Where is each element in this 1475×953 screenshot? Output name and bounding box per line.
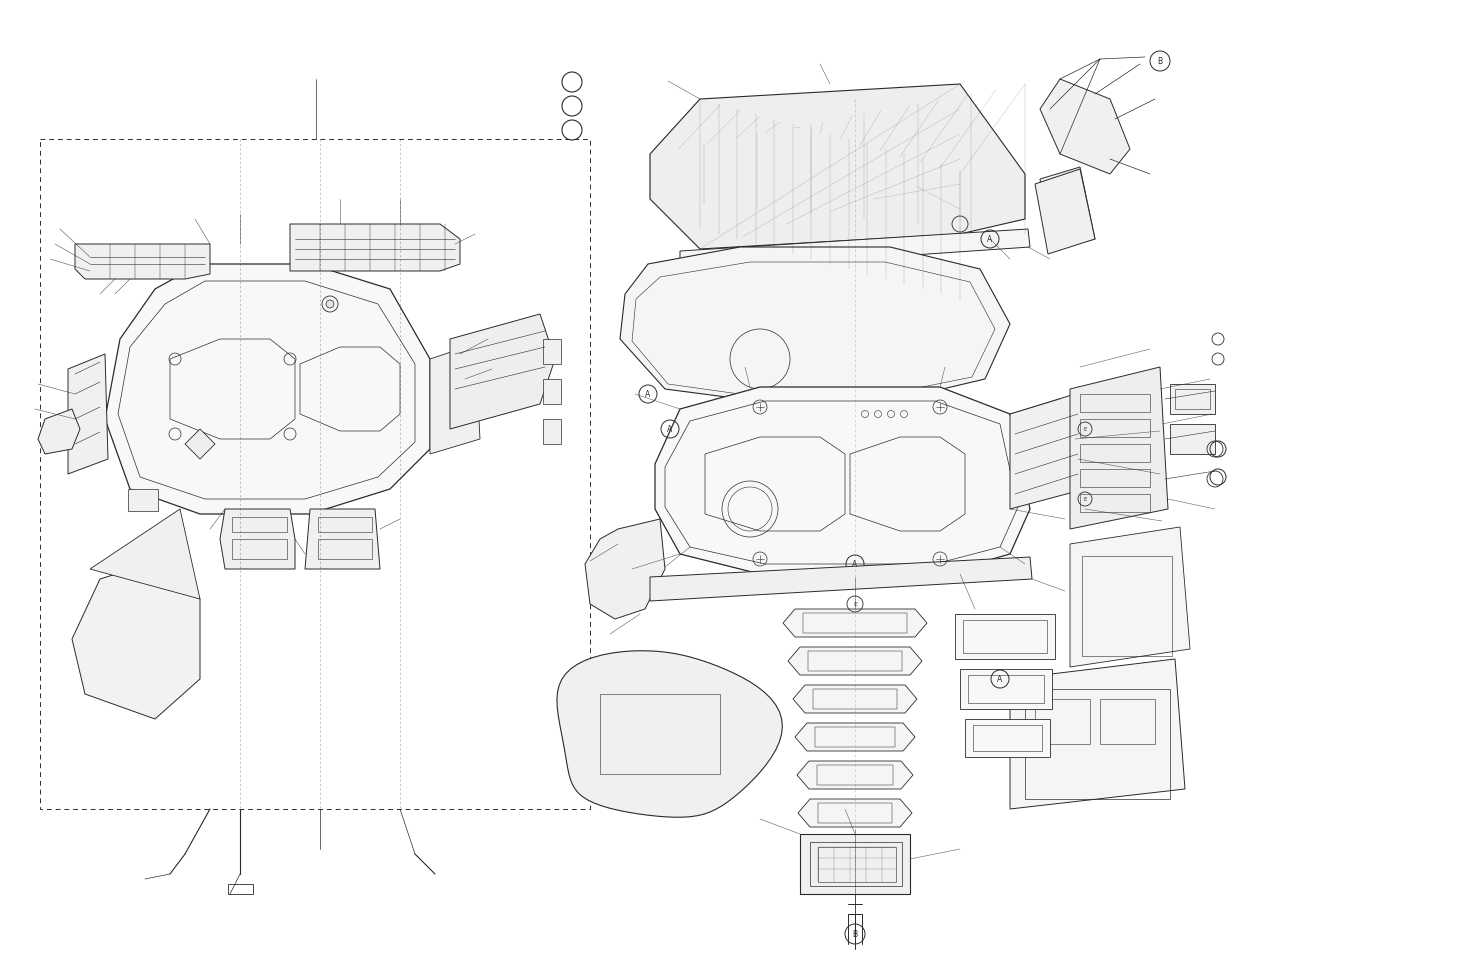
Bar: [232, 539, 288, 559]
Bar: [543, 379, 560, 405]
Polygon shape: [620, 248, 1010, 405]
Text: A: A: [667, 425, 673, 434]
Bar: [128, 490, 158, 512]
Bar: [1083, 557, 1173, 657]
Text: A: A: [987, 235, 993, 244]
Polygon shape: [1010, 395, 1086, 510]
Bar: [974, 725, 1041, 751]
Polygon shape: [1010, 659, 1184, 809]
Text: A: A: [853, 560, 857, 569]
Text: A: A: [646, 390, 650, 399]
Polygon shape: [1040, 80, 1130, 174]
Polygon shape: [75, 245, 209, 280]
Polygon shape: [799, 834, 910, 894]
Bar: [965, 720, 1050, 758]
Bar: [1035, 700, 1090, 744]
Bar: [232, 517, 288, 533]
Bar: [1025, 689, 1170, 800]
Bar: [543, 339, 560, 365]
Bar: [229, 884, 254, 894]
Polygon shape: [796, 761, 913, 789]
Polygon shape: [220, 510, 295, 569]
Polygon shape: [788, 647, 922, 676]
Polygon shape: [655, 388, 1030, 575]
Polygon shape: [680, 230, 1030, 272]
Bar: [808, 651, 903, 671]
Bar: [319, 539, 372, 559]
Bar: [960, 669, 1052, 709]
Polygon shape: [1069, 527, 1190, 667]
Polygon shape: [305, 510, 381, 569]
Polygon shape: [38, 410, 80, 455]
Bar: [1080, 419, 1150, 437]
Bar: [1080, 395, 1150, 413]
Polygon shape: [68, 355, 108, 475]
Bar: [954, 615, 1055, 659]
Bar: [1080, 444, 1150, 462]
Polygon shape: [558, 651, 782, 818]
Polygon shape: [1040, 168, 1094, 252]
Bar: [817, 765, 892, 785]
Polygon shape: [794, 685, 917, 713]
Polygon shape: [105, 265, 431, 515]
Polygon shape: [291, 225, 460, 272]
Bar: [968, 676, 1044, 703]
Bar: [1176, 390, 1210, 410]
Polygon shape: [1035, 170, 1094, 254]
Bar: [1100, 700, 1155, 744]
Polygon shape: [450, 314, 555, 430]
Text: B: B: [1158, 57, 1162, 67]
Bar: [40, 140, 590, 809]
Bar: [810, 842, 903, 886]
Polygon shape: [795, 723, 914, 751]
Bar: [1170, 385, 1215, 415]
Bar: [963, 620, 1047, 654]
Polygon shape: [586, 519, 665, 619]
Polygon shape: [184, 430, 215, 459]
Polygon shape: [90, 510, 201, 599]
Polygon shape: [783, 609, 926, 638]
Bar: [802, 614, 907, 634]
Bar: [1170, 424, 1215, 455]
Text: E: E: [1083, 497, 1087, 502]
Circle shape: [326, 301, 333, 309]
Polygon shape: [650, 558, 1032, 601]
Bar: [319, 517, 372, 533]
Bar: [543, 419, 560, 444]
Polygon shape: [431, 345, 479, 455]
Text: B: B: [853, 929, 857, 939]
Bar: [816, 727, 895, 747]
Polygon shape: [72, 555, 201, 720]
Bar: [819, 803, 892, 823]
Polygon shape: [798, 800, 912, 827]
Polygon shape: [650, 85, 1025, 250]
Text: E: E: [853, 602, 857, 607]
Bar: [600, 695, 720, 774]
Text: E: E: [1083, 427, 1087, 432]
Text: A: A: [997, 675, 1003, 684]
Bar: [819, 847, 895, 882]
Bar: [1080, 470, 1150, 488]
Bar: [813, 689, 897, 709]
Bar: [1080, 495, 1150, 513]
Polygon shape: [1069, 368, 1168, 530]
